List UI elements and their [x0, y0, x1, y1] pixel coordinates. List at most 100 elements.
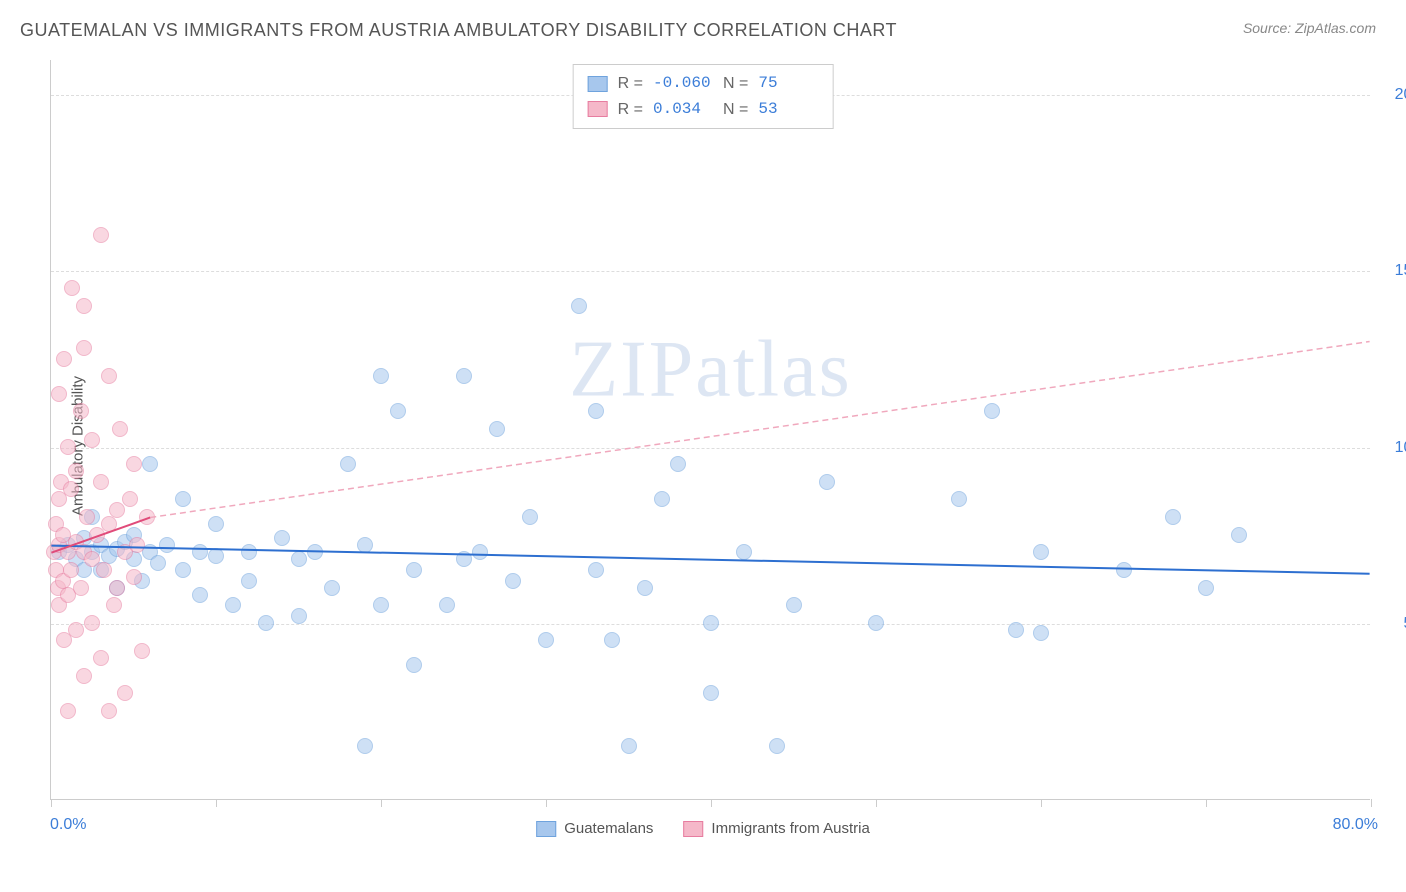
- stats-row: R = -0.060 N = 75: [588, 71, 819, 97]
- data-point: [373, 597, 389, 613]
- data-point: [192, 587, 208, 603]
- x-tick: [1041, 799, 1042, 807]
- data-point: [307, 544, 323, 560]
- data-point: [56, 351, 72, 367]
- data-point: [274, 530, 290, 546]
- data-point: [101, 516, 117, 532]
- stats-legend-box: R =-0.060N =75R = 0.034N =53: [573, 64, 834, 129]
- data-point: [129, 537, 145, 553]
- data-point: [63, 481, 79, 497]
- x-tick: [546, 799, 547, 807]
- series-swatch: [588, 76, 608, 92]
- data-point: [390, 403, 406, 419]
- data-point: [1198, 580, 1214, 596]
- legend-swatch: [536, 821, 556, 837]
- data-point: [76, 668, 92, 684]
- n-value: 53: [758, 97, 818, 123]
- data-point: [1033, 544, 1049, 560]
- data-point: [357, 537, 373, 553]
- series-swatch: [588, 101, 608, 117]
- y-tick-label: 20.0%: [1395, 86, 1406, 104]
- data-point: [192, 544, 208, 560]
- watermark: ZIPatlas: [569, 325, 852, 416]
- data-point: [538, 632, 554, 648]
- data-point: [112, 421, 128, 437]
- data-point: [122, 491, 138, 507]
- data-point: [588, 562, 604, 578]
- data-point: [150, 555, 166, 571]
- data-point: [96, 562, 112, 578]
- chart-plot-area: ZIPatlas 5.0%10.0%15.0%20.0%: [50, 60, 1370, 800]
- x-tick: [51, 799, 52, 807]
- data-point: [373, 368, 389, 384]
- data-point: [984, 403, 1000, 419]
- data-point: [489, 421, 505, 437]
- data-point: [406, 562, 422, 578]
- data-point: [258, 615, 274, 631]
- data-point: [117, 685, 133, 701]
- data-point: [951, 491, 967, 507]
- data-point: [208, 548, 224, 564]
- x-axis-start-label: 0.0%: [50, 816, 86, 834]
- data-point: [225, 597, 241, 613]
- data-point: [51, 386, 67, 402]
- legend-label: Guatemalans: [564, 820, 653, 837]
- data-point: [76, 298, 92, 314]
- data-point: [134, 643, 150, 659]
- data-point: [703, 685, 719, 701]
- gridline: [51, 448, 1370, 449]
- data-point: [73, 580, 89, 596]
- data-point: [73, 403, 89, 419]
- data-point: [654, 491, 670, 507]
- y-tick-label: 15.0%: [1395, 262, 1406, 280]
- n-label: N =: [723, 97, 748, 123]
- data-point: [340, 456, 356, 472]
- data-point: [109, 502, 125, 518]
- r-label: R =: [618, 71, 643, 97]
- data-point: [637, 580, 653, 596]
- data-point: [819, 474, 835, 490]
- data-point: [1033, 625, 1049, 641]
- data-point: [101, 703, 117, 719]
- data-point: [76, 340, 92, 356]
- data-point: [101, 368, 117, 384]
- data-point: [68, 622, 84, 638]
- x-tick: [1206, 799, 1207, 807]
- x-axis-end-label: 80.0%: [1333, 816, 1378, 834]
- data-point: [736, 544, 752, 560]
- data-point: [505, 573, 521, 589]
- data-point: [868, 615, 884, 631]
- data-point: [357, 738, 373, 754]
- x-tick: [381, 799, 382, 807]
- data-point: [79, 509, 95, 525]
- data-point: [456, 551, 472, 567]
- legend-item: Immigrants from Austria: [683, 820, 869, 837]
- data-point: [63, 562, 79, 578]
- data-point: [109, 580, 125, 596]
- data-point: [324, 580, 340, 596]
- n-label: N =: [723, 71, 748, 97]
- gridline: [51, 271, 1370, 272]
- data-point: [786, 597, 802, 613]
- data-point: [604, 632, 620, 648]
- r-value: -0.060: [653, 71, 713, 97]
- data-point: [406, 657, 422, 673]
- data-point: [159, 537, 175, 553]
- data-point: [769, 738, 785, 754]
- y-tick-label: 10.0%: [1395, 439, 1406, 457]
- data-point: [60, 703, 76, 719]
- x-tick: [1371, 799, 1372, 807]
- data-point: [1116, 562, 1132, 578]
- data-point: [291, 551, 307, 567]
- data-point: [621, 738, 637, 754]
- r-label: R =: [618, 97, 643, 123]
- n-value: 75: [758, 71, 818, 97]
- data-point: [68, 463, 84, 479]
- data-point: [1008, 622, 1024, 638]
- data-point: [588, 403, 604, 419]
- data-point: [175, 491, 191, 507]
- data-point: [175, 562, 191, 578]
- data-point: [571, 298, 587, 314]
- data-point: [291, 608, 307, 624]
- data-point: [126, 456, 142, 472]
